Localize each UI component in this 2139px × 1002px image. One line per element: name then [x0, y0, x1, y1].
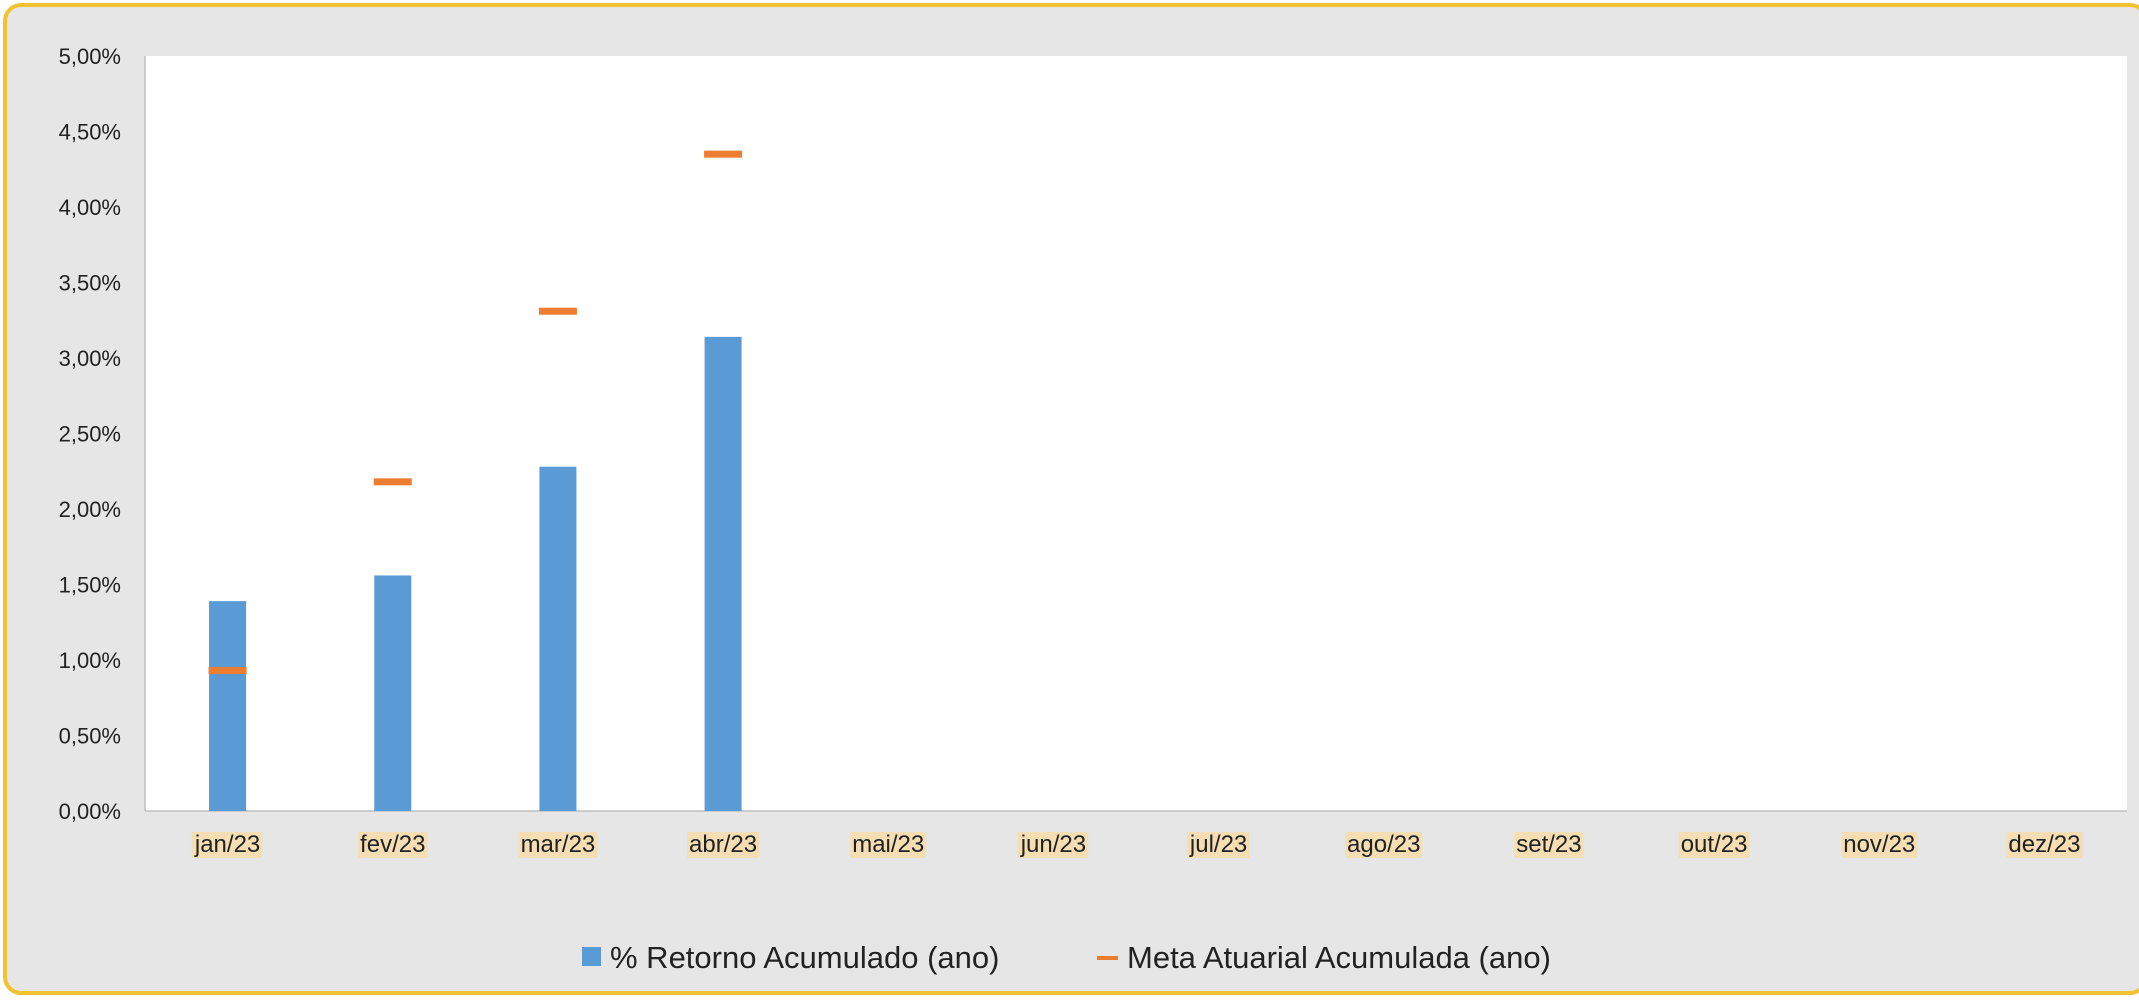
x-tick-label: out/23 [1681, 831, 1748, 858]
bar [374, 575, 412, 811]
y-axis: 0,00% 0,50% 1,00% 1,50% 2,00% 2,50% 3,00% 3,50%… [59, 44, 146, 824]
bar [704, 336, 742, 811]
x-tick-label-highlight [850, 832, 927, 858]
x-tick-label-highlight [2006, 832, 2083, 858]
marker [538, 307, 577, 315]
x-tick-label: jul/23 [1189, 831, 1247, 858]
x-tick-label-highlight [358, 832, 428, 858]
legend: % Retorno Acumulado (ano) Meta Atuarial … [582, 940, 1551, 975]
legend-label-meta: Meta Atuarial Acumulada (ano) [1127, 940, 1551, 975]
x-tick-label-highlight [518, 832, 598, 858]
marker-series-meta [208, 150, 743, 675]
marker [373, 478, 412, 486]
x-tick-label: set/23 [1516, 831, 1581, 858]
bar [539, 466, 577, 811]
x-tick-label: mai/23 [852, 831, 924, 858]
x-tick-label: ago/23 [1347, 831, 1420, 858]
x-tick-label: jan/23 [194, 831, 260, 858]
y-tick-label: 1,00% [59, 648, 121, 673]
x-tick-label-highlight [1186, 832, 1250, 858]
x-axis: jan/23 fev/23 mar/23 abr/23 mai/23 jun/23 jul/… [145, 810, 2127, 858]
x-tick-label: dez/23 [2008, 831, 2080, 858]
y-tick-label: 4,50% [59, 120, 121, 145]
legend-swatch-meta [1097, 956, 1118, 960]
y-tick-label: 2,00% [59, 497, 121, 522]
x-tick-label-highlight [191, 832, 263, 858]
y-tick-label: 2,50% [59, 422, 121, 447]
x-tick-label-highlight [1514, 832, 1584, 858]
x-tick-label-highlight [1345, 832, 1423, 858]
bar [209, 601, 247, 811]
x-tick-label: mar/23 [521, 831, 596, 858]
x-tick-label-highlight [1678, 832, 1750, 858]
marker [704, 150, 743, 158]
y-tick-label: 5,00% [59, 44, 121, 69]
x-tick-label: jun/23 [1020, 831, 1086, 858]
x-tick-label: nov/23 [1843, 831, 1915, 858]
y-tick-label: 0,50% [59, 724, 121, 749]
x-tick-label-highlight [1017, 832, 1089, 858]
x-tick-label-highlight [687, 832, 760, 858]
y-tick-label: 3,50% [59, 271, 121, 296]
marker [208, 667, 247, 675]
plot-area [145, 56, 2127, 811]
y-tick-label: 3,00% [59, 346, 121, 371]
y-tick-label: 0,00% [59, 799, 121, 824]
x-tick-label: abr/23 [689, 831, 757, 858]
legend-swatch-retorno [582, 947, 601, 966]
legend-label-retorno: % Retorno Acumulado (ano) [610, 940, 999, 975]
x-tick-label-highlight [1841, 832, 1918, 858]
x-tick-label: fev/23 [360, 831, 425, 858]
y-tick-label: 4,00% [59, 195, 121, 220]
bar-series-retorno [209, 336, 742, 811]
y-tick-label: 1,50% [59, 573, 121, 598]
